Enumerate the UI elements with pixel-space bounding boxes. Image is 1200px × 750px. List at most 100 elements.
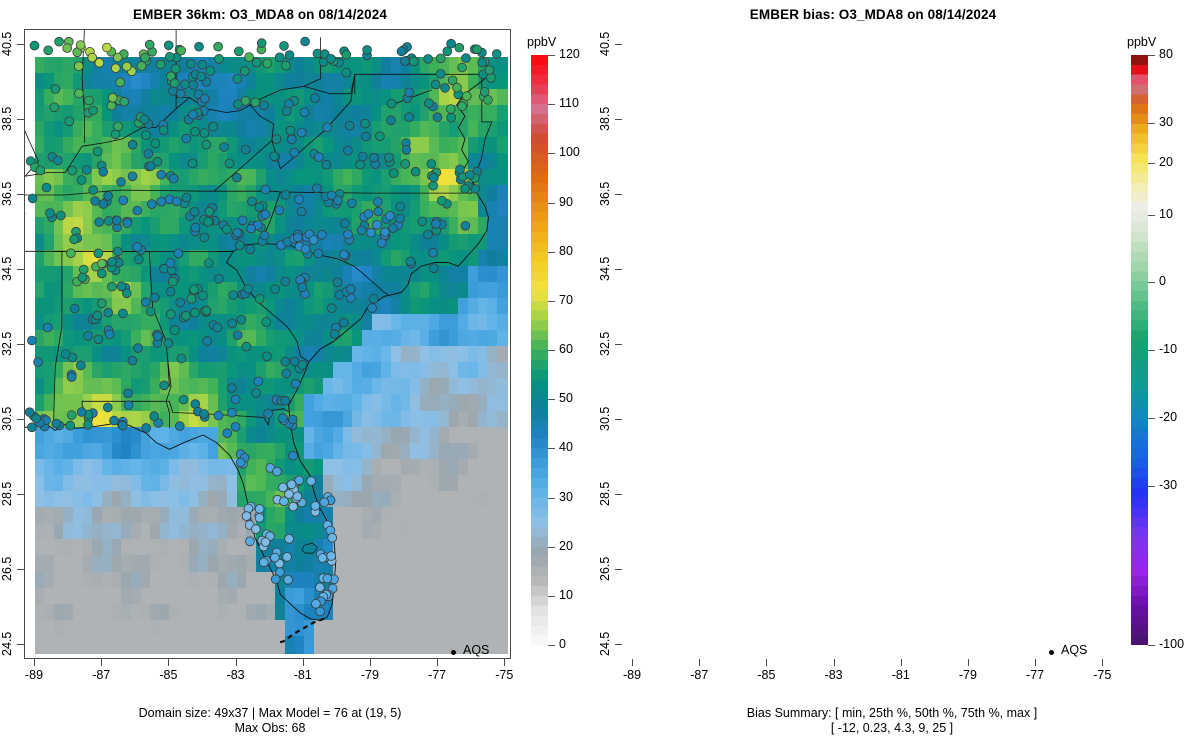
aqs-monitor-point[interactable] xyxy=(66,248,76,259)
aqs-monitor-point[interactable] xyxy=(356,225,367,236)
aqs-monitor-point[interactable] xyxy=(297,360,308,370)
aqs-monitor-point[interactable] xyxy=(395,201,406,212)
aqs-monitor-point[interactable] xyxy=(332,277,343,288)
aqs-monitor-point[interactable] xyxy=(369,152,379,163)
aqs-monitor-point[interactable] xyxy=(175,421,185,431)
aqs-monitor-point[interactable] xyxy=(432,112,443,122)
aqs-monitor-point[interactable] xyxy=(212,322,223,333)
aqs-monitor-point[interactable] xyxy=(190,126,200,137)
aqs-monitor-point[interactable] xyxy=(423,54,433,64)
aqs-monitor-point[interactable] xyxy=(169,78,180,88)
aqs-monitor-point[interactable] xyxy=(159,380,170,391)
aqs-monitor-point[interactable] xyxy=(315,582,325,593)
aqs-monitor-point[interactable] xyxy=(457,62,467,73)
aqs-monitor-point[interactable] xyxy=(401,145,412,155)
aqs-monitor-point[interactable] xyxy=(299,107,310,118)
aqs-monitor-point[interactable] xyxy=(372,220,382,230)
aqs-monitor-point[interactable] xyxy=(103,191,113,201)
aqs-monitor-point[interactable] xyxy=(147,199,157,209)
aqs-monitor-point[interactable] xyxy=(118,308,128,319)
aqs-monitor-point[interactable] xyxy=(112,52,123,63)
aqs-monitor-point[interactable] xyxy=(75,360,86,371)
aqs-monitor-point[interactable] xyxy=(145,306,156,317)
aqs-monitor-point[interactable] xyxy=(170,63,181,74)
aqs-monitor-point[interactable] xyxy=(74,88,84,99)
aqs-monitor-point[interactable] xyxy=(181,192,192,203)
aqs-monitor-point[interactable] xyxy=(287,414,298,425)
aqs-monitor-point[interactable] xyxy=(363,209,374,219)
aqs-monitor-point[interactable] xyxy=(274,205,285,216)
aqs-monitor-point[interactable] xyxy=(181,310,191,321)
aqs-monitor-point[interactable] xyxy=(254,504,265,514)
aqs-monitor-point[interactable] xyxy=(405,256,416,267)
aqs-monitor-point[interactable] xyxy=(247,196,257,207)
aqs-monitor-point[interactable] xyxy=(259,557,269,568)
aqs-monitor-point[interactable] xyxy=(87,52,97,63)
aqs-monitor-point[interactable] xyxy=(107,257,117,267)
aqs-monitor-point[interactable] xyxy=(150,138,161,149)
aqs-monitor-point[interactable] xyxy=(51,418,62,429)
aqs-monitor-point[interactable] xyxy=(263,408,273,419)
aqs-monitor-point[interactable] xyxy=(260,209,271,220)
aqs-monitor-point[interactable] xyxy=(214,53,224,64)
aqs-monitor-point[interactable] xyxy=(41,182,52,193)
aqs-monitor-point[interactable] xyxy=(278,482,288,493)
aqs-monitor-point[interactable] xyxy=(308,235,319,245)
aqs-monitor-point[interactable] xyxy=(292,232,303,243)
aqs-monitor-point[interactable] xyxy=(261,317,272,327)
aqs-monitor-point[interactable] xyxy=(285,125,296,136)
aqs-monitor-point[interactable] xyxy=(253,376,264,387)
aqs-monitor-point[interactable] xyxy=(250,97,261,108)
aqs-monitor-point[interactable] xyxy=(288,450,298,461)
aqs-monitor-point[interactable] xyxy=(104,329,115,340)
aqs-monitor-point[interactable] xyxy=(27,335,37,346)
aqs-monitor-point[interactable] xyxy=(140,52,150,63)
aqs-monitor-point[interactable] xyxy=(289,356,300,367)
aqs-monitor-point[interactable] xyxy=(176,45,186,56)
aqs-monitor-point[interactable] xyxy=(311,598,321,609)
aqs-monitor-point[interactable] xyxy=(107,93,118,103)
aqs-monitor-point[interactable] xyxy=(230,394,241,405)
aqs-monitor-point[interactable] xyxy=(118,420,128,431)
aqs-monitor-point[interactable] xyxy=(345,284,356,295)
aqs-monitor-point[interactable] xyxy=(274,52,285,63)
aqs-monitor-point[interactable] xyxy=(472,44,482,55)
aqs-monitor-point[interactable] xyxy=(116,281,127,292)
aqs-monitor-point[interactable] xyxy=(76,407,87,417)
aqs-monitor-point[interactable] xyxy=(339,249,349,260)
aqs-monitor-point[interactable] xyxy=(246,223,256,234)
aqs-monitor-point[interactable] xyxy=(116,177,126,187)
aqs-monitor-point[interactable] xyxy=(484,65,495,75)
aqs-monitor-point[interactable] xyxy=(260,184,271,195)
aqs-monitor-point[interactable] xyxy=(84,95,94,106)
aqs-monitor-point[interactable] xyxy=(442,46,453,57)
aqs-monitor-point[interactable] xyxy=(245,536,255,547)
aqs-monitor-point[interactable] xyxy=(77,272,88,283)
aqs-monitor-point[interactable] xyxy=(410,166,421,177)
aqs-monitor-point[interactable] xyxy=(202,336,213,346)
aqs-monitor-point[interactable] xyxy=(271,134,282,144)
aqs-monitor-point[interactable] xyxy=(251,387,261,398)
aqs-monitor-point[interactable] xyxy=(423,229,433,240)
aqs-monitor-point[interactable] xyxy=(322,573,333,584)
aqs-monitor-point[interactable] xyxy=(400,56,410,66)
aqs-monitor-point[interactable] xyxy=(357,151,368,162)
aqs-monitor-point[interactable] xyxy=(42,322,53,333)
aqs-monitor-point[interactable] xyxy=(180,79,190,89)
aqs-monitor-point[interactable] xyxy=(241,341,252,352)
aqs-monitor-point[interactable] xyxy=(306,476,316,486)
aqs-monitor-point[interactable] xyxy=(280,276,291,287)
aqs-monitor-point[interactable] xyxy=(300,36,310,47)
aqs-monitor-point[interactable] xyxy=(317,230,327,240)
aqs-monitor-point[interactable] xyxy=(234,46,244,57)
aqs-monitor-point[interactable] xyxy=(33,357,43,367)
aqs-monitor-point[interactable] xyxy=(156,196,167,207)
aqs-monitor-point[interactable] xyxy=(290,378,301,389)
aqs-monitor-point[interactable] xyxy=(380,227,390,238)
aqs-monitor-point[interactable] xyxy=(189,207,200,217)
aqs-monitor-point[interactable] xyxy=(197,59,208,70)
aqs-monitor-point[interactable] xyxy=(281,368,292,379)
aqs-monitor-point[interactable] xyxy=(491,49,502,59)
aqs-monitor-point[interactable] xyxy=(194,41,204,52)
aqs-monitor-point[interactable] xyxy=(112,215,122,226)
